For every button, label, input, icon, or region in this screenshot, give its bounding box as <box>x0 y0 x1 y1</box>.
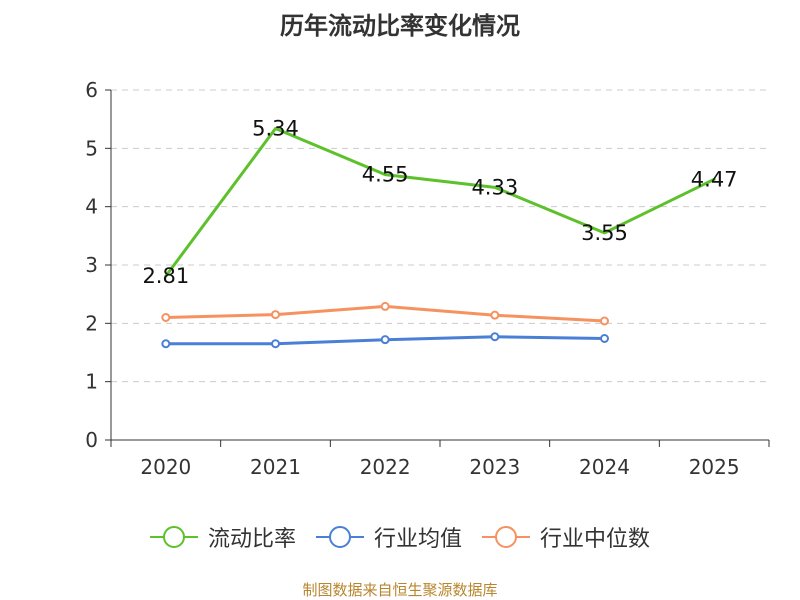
chart-title: 历年流动比率变化情况 <box>280 12 520 40</box>
series-line <box>164 127 716 278</box>
legend-item-industry-mean[interactable]: 行业均值 <box>315 521 462 553</box>
y-tick-label: 4 <box>85 195 98 219</box>
legend-label: 行业均值 <box>373 527 462 552</box>
data-label: 2.81 <box>142 264 189 288</box>
x-tick-label: 2025 <box>689 455 740 479</box>
data-label: 4.33 <box>471 175 518 199</box>
data-point <box>490 332 500 342</box>
data-point <box>600 334 609 343</box>
y-tick-label: 3 <box>85 253 98 277</box>
data-labels: 2.81 5.34 4.55 4.33 3.55 4.47 <box>142 117 737 289</box>
data-label: 5.34 <box>252 117 299 141</box>
x-tick-label: 2024 <box>579 455 630 479</box>
legend-label: 行业中位数 <box>540 527 651 552</box>
data-point <box>380 301 390 311</box>
data-point <box>600 316 609 326</box>
source-note: 制图数据来自恒生聚源数据库 <box>302 581 498 599</box>
data-point <box>161 313 171 322</box>
x-tick-label: 2023 <box>469 455 520 479</box>
legend-label: 流动比率 <box>207 527 296 552</box>
y-tick-label: 6 <box>85 78 98 102</box>
x-tick-label: 2020 <box>140 455 191 479</box>
data-point <box>271 339 280 349</box>
legend-item-current-ratio[interactable]: 流动比率 <box>149 521 296 553</box>
legend-swatch-icon <box>149 525 198 549</box>
data-point <box>490 310 500 320</box>
x-tick-label: 2021 <box>250 455 301 479</box>
legend-ring <box>162 526 185 548</box>
series-lines <box>161 127 716 349</box>
data-point <box>161 339 171 349</box>
data-label: 4.55 <box>362 163 409 187</box>
y-tick-label: 1 <box>85 370 98 394</box>
legend-item-industry-median[interactable]: 行业中位数 <box>482 521 650 553</box>
legend: 流动比率 行业均值 行业中位数 <box>0 519 800 555</box>
y-tick-label: 2 <box>85 311 98 335</box>
y-tick-label: 0 <box>85 428 98 452</box>
legend-ring <box>328 526 351 548</box>
legend-ring <box>495 526 517 548</box>
data-point <box>380 335 390 345</box>
y-tick-label: 5 <box>85 136 98 160</box>
data-label: 3.55 <box>581 221 628 245</box>
axes: 0 1 2 3 4 5 6 2020 2021 2022 2023 2024 2025 <box>85 78 770 479</box>
legend-swatch-icon <box>315 525 364 549</box>
data-point <box>271 310 280 320</box>
legend-swatch-icon <box>482 525 530 549</box>
data-label: 4.47 <box>691 167 738 191</box>
x-tick-label: 2022 <box>360 455 411 479</box>
